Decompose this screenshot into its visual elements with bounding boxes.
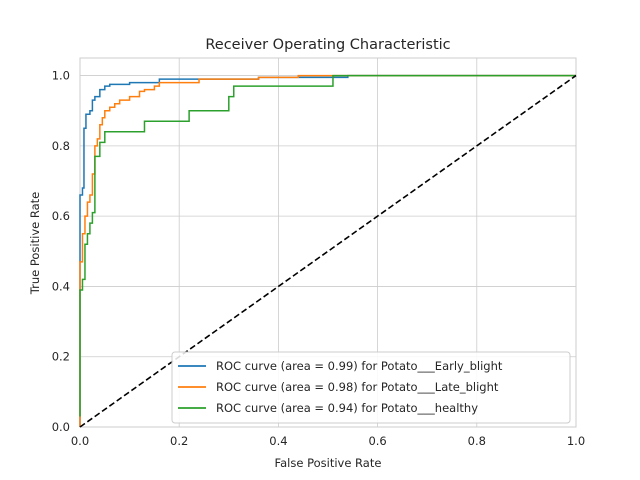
y-tick-label: 1.0 xyxy=(52,69,70,83)
chart-title: Receiver Operating Characteristic xyxy=(205,37,450,53)
roc-curve-series-1 xyxy=(79,74,576,427)
legend-entry-label: ROC curve (area = 0.98) for Potato___Lat… xyxy=(216,380,499,394)
y-tick-label: 0.4 xyxy=(52,279,70,293)
y-tick-label: 0.6 xyxy=(52,209,70,223)
legend-box xyxy=(171,351,571,424)
y-tick-label: 0.0 xyxy=(52,420,70,434)
roc-curve-series-0 xyxy=(79,74,576,427)
legend-entry-label: ROC curve (area = 0.94) for Potato___hea… xyxy=(216,401,478,415)
x-axis-label: False Positive Rate xyxy=(275,456,382,470)
y-tick-label: 0.8 xyxy=(52,139,70,153)
roc-curve-series-2 xyxy=(79,74,576,417)
x-tick-label: 0.0 xyxy=(71,434,89,448)
x-tick-label: 0.6 xyxy=(368,434,386,448)
plot-area: 0.0 0.2 0.4 0.6 0.8 1.0 0.0 0.2 0.4 0.6 0.8 1.0 ROC … xyxy=(52,57,585,448)
y-tick-label: 0.2 xyxy=(52,350,70,364)
x-tick-label: 1.0 xyxy=(567,434,585,448)
x-tick-label: 0.4 xyxy=(269,434,287,448)
legend-entry-label: ROC curve (area = 0.99) for Potato___Ear… xyxy=(216,359,503,373)
y-axis-label: True Positive Rate xyxy=(28,192,42,295)
x-tick-label: 0.2 xyxy=(170,434,188,448)
x-tick-label: 0.8 xyxy=(468,434,486,448)
diagonal-reference-line xyxy=(79,74,577,428)
